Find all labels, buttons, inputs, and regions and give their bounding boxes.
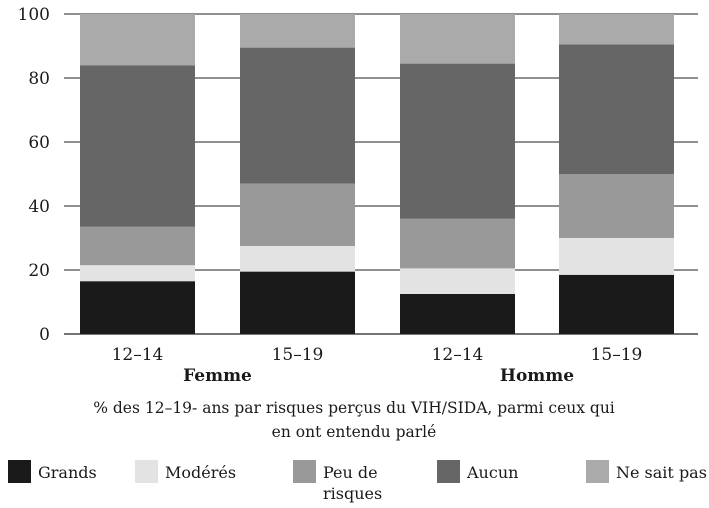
y-tick-label: 40: [28, 197, 50, 217]
bar-segment: [80, 226, 195, 266]
bar-segment: [80, 281, 195, 334]
bar-segment: [80, 65, 195, 227]
y-tick-label: 0: [39, 325, 50, 345]
group-label: Femme: [183, 366, 252, 386]
legend-swatch: [293, 460, 316, 483]
x-tick-label: 15–19: [272, 345, 324, 365]
legend-swatch: [586, 460, 609, 483]
y-tick-label: 80: [28, 69, 50, 89]
legend-swatch: [135, 460, 158, 483]
group-label: Homme: [500, 366, 574, 386]
caption-line: % des 12–19- ans par risques perçus du V…: [93, 399, 615, 417]
legend-label: Ne sait pas: [616, 463, 707, 482]
bar-segment: [240, 183, 355, 246]
legend-swatch: [437, 460, 460, 483]
bar-segment: [559, 14, 674, 45]
bar-segment: [240, 246, 355, 272]
bar-segment: [400, 218, 515, 269]
x-tick-label: 12–14: [432, 345, 484, 365]
bar-segment: [559, 274, 674, 334]
legend-label: Modérés: [165, 463, 236, 482]
legend-label: risques: [323, 484, 382, 503]
bar-segment: [559, 44, 674, 175]
caption-line: en ont entendu parlé: [272, 423, 437, 441]
bar-segment: [559, 238, 674, 275]
bar-segment: [80, 14, 195, 66]
bar-segment: [240, 14, 355, 48]
legend-label: Peu de: [323, 463, 378, 482]
x-tick-label: 12–14: [112, 345, 164, 365]
bar-segment: [400, 294, 515, 334]
bar-segment: [240, 47, 355, 184]
y-tick-label: 100: [18, 5, 50, 25]
bar-segment: [80, 265, 195, 282]
bar-segment: [240, 271, 355, 334]
bar-segment: [400, 268, 515, 294]
y-tick-label: 60: [28, 133, 50, 153]
legend-swatch: [8, 460, 31, 483]
bar-segment: [400, 63, 515, 219]
y-tick-label: 20: [28, 261, 50, 281]
bar-segment: [400, 14, 515, 64]
x-tick-label: 15–19: [591, 345, 643, 365]
bar-segment: [559, 174, 674, 238]
legend-label: Grands: [38, 463, 97, 482]
legend-label: Aucun: [466, 463, 518, 482]
